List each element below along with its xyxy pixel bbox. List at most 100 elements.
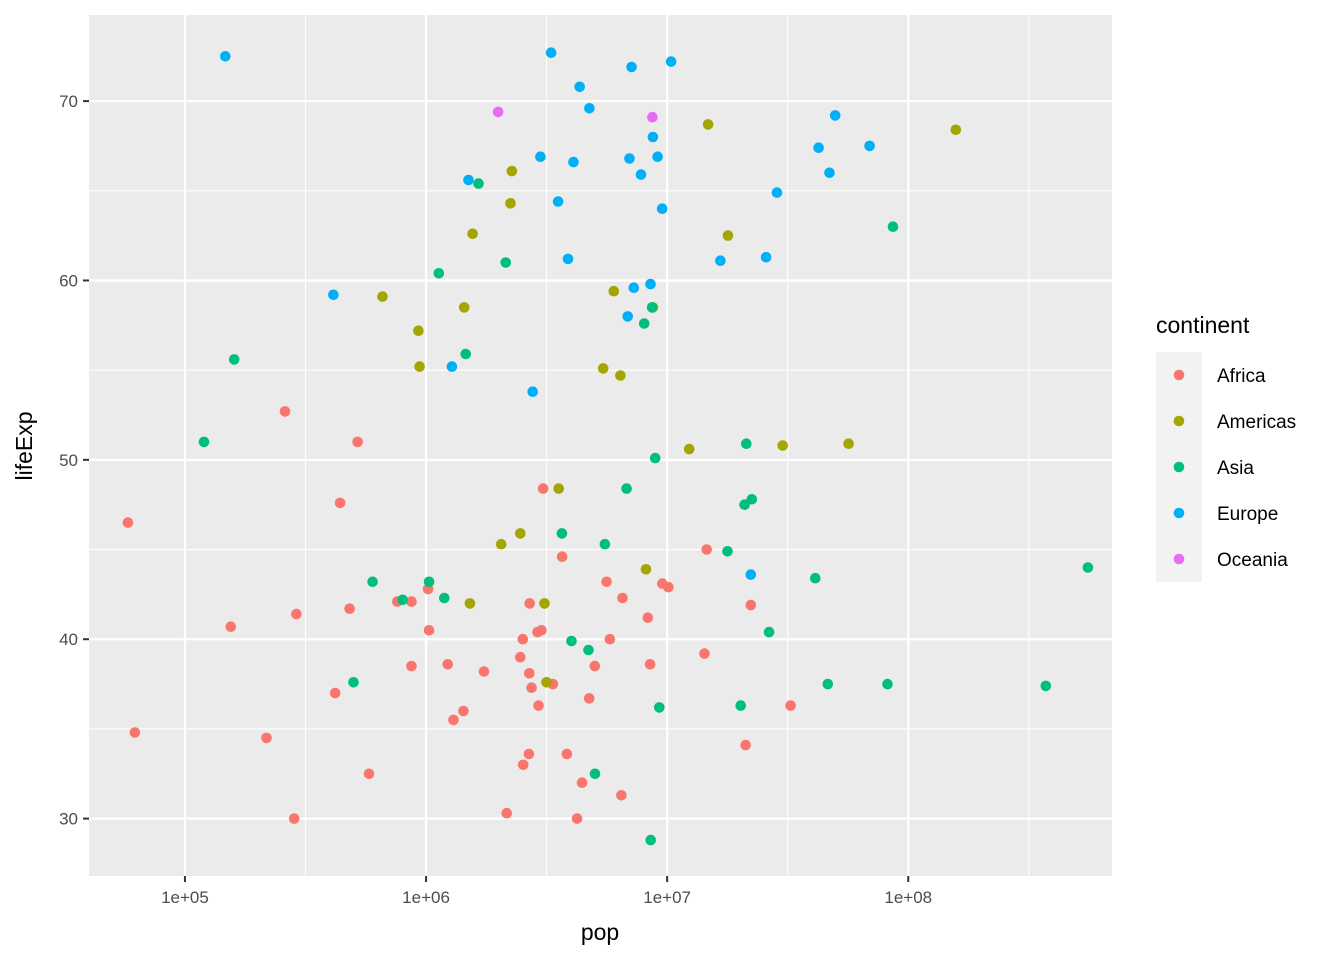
data-point-americas [608,285,620,297]
data-point-asia [621,483,632,494]
x-tick-label: 1e+07 [643,888,691,907]
data-point-africa [478,666,490,677]
data-point-americas [464,598,476,609]
data-point-europe [647,131,659,143]
data-point-asia [763,626,775,638]
plot-panel [89,15,1112,876]
data-point-africa [261,732,272,744]
x-tick-label: 1e+06 [402,888,450,907]
y-tick-label: 30 [59,810,78,829]
legend-marker [1173,369,1185,381]
data-point-europe [628,282,640,294]
data-point-europe [635,169,647,180]
data-point-africa [556,551,568,562]
data-point-europe [527,386,538,398]
data-point-americas [541,677,552,688]
data-point-asia [433,268,445,279]
data-point-europe [535,151,546,162]
data-point-asia [1040,680,1052,692]
data-point-africa [701,544,712,555]
data-point-africa [406,596,417,607]
data-point-africa [583,693,595,704]
data-point-asia [649,452,661,464]
data-point-europe [328,289,339,301]
data-point-europe [771,187,783,198]
data-point-africa [533,700,544,711]
data-point-asia [739,499,750,511]
data-point-americas [553,483,564,494]
data-point-africa [785,700,796,711]
data-point-asia [741,438,752,450]
data-point-europe [552,196,564,207]
data-point-americas [467,228,478,240]
data-point-asia [423,576,435,588]
data-point-europe [665,56,677,67]
data-point-europe [824,167,835,179]
data-point-asia [638,318,650,329]
legend-marker [1173,507,1185,519]
data-point-africa [616,790,627,801]
data-point-europe [446,361,458,372]
data-point-asia [348,677,359,688]
data-point-africa [517,633,529,645]
data-point-africa [279,406,291,417]
data-point-americas [597,363,609,374]
data-point-asia [882,678,893,690]
data-point-africa [642,612,654,623]
data-point-africa [699,648,710,659]
data-point-americas [458,302,470,313]
data-point-europe [645,278,656,290]
data-point-asia [722,546,733,557]
y-tick-label: 70 [59,92,78,111]
data-point-americas [505,198,516,209]
data-point-europe [626,61,637,73]
data-point-africa [523,748,535,760]
data-point-asia [367,576,378,588]
data-point-africa [589,660,601,672]
y-tick-label: 40 [59,630,78,649]
data-point-europe [745,569,757,580]
data-point-americas [683,443,695,455]
data-point-asia [439,592,450,604]
data-point-europe [813,142,824,153]
data-point-americas [615,370,626,381]
data-point-africa [344,603,355,614]
data-point-asia [228,354,240,365]
data-point-europe [463,174,474,186]
data-point-americas [950,124,962,136]
data-point-europe [624,153,635,164]
legend-label: Oceania [1217,550,1288,571]
data-point-africa [448,714,459,726]
data-point-africa [576,777,588,788]
data-point-africa [601,576,612,588]
x-tick-label: 1e+05 [161,888,209,907]
data-point-africa [515,651,526,663]
data-point-asia [460,348,472,360]
data-point-africa [329,687,341,699]
data-point-africa [458,705,469,717]
data-point-africa [571,813,583,824]
data-point-africa [288,813,300,824]
data-point-africa [561,748,573,760]
data-point-europe [760,251,772,263]
data-point-americas [377,291,388,302]
data-point-africa [363,768,375,780]
data-point-europe [864,140,875,152]
data-point-americas [702,119,714,130]
legend-label: Americas [1217,412,1296,433]
data-point-asia [1082,562,1094,573]
data-point-asia [397,594,409,606]
data-point-africa [617,592,628,604]
data-point-asia [735,700,746,711]
data-point-europe [584,103,595,114]
data-point-africa [604,633,616,645]
legend-label: Asia [1217,458,1254,479]
data-point-asia [887,221,899,232]
legend-items: Africa Americas Asia Europe Oceania [1156,352,1296,582]
data-point-americas [506,165,518,177]
data-point-americas [843,438,854,450]
data-point-europe [715,255,726,266]
legend-label: Europe [1217,504,1278,525]
data-point-asia [583,644,594,656]
data-point-africa [537,483,549,494]
